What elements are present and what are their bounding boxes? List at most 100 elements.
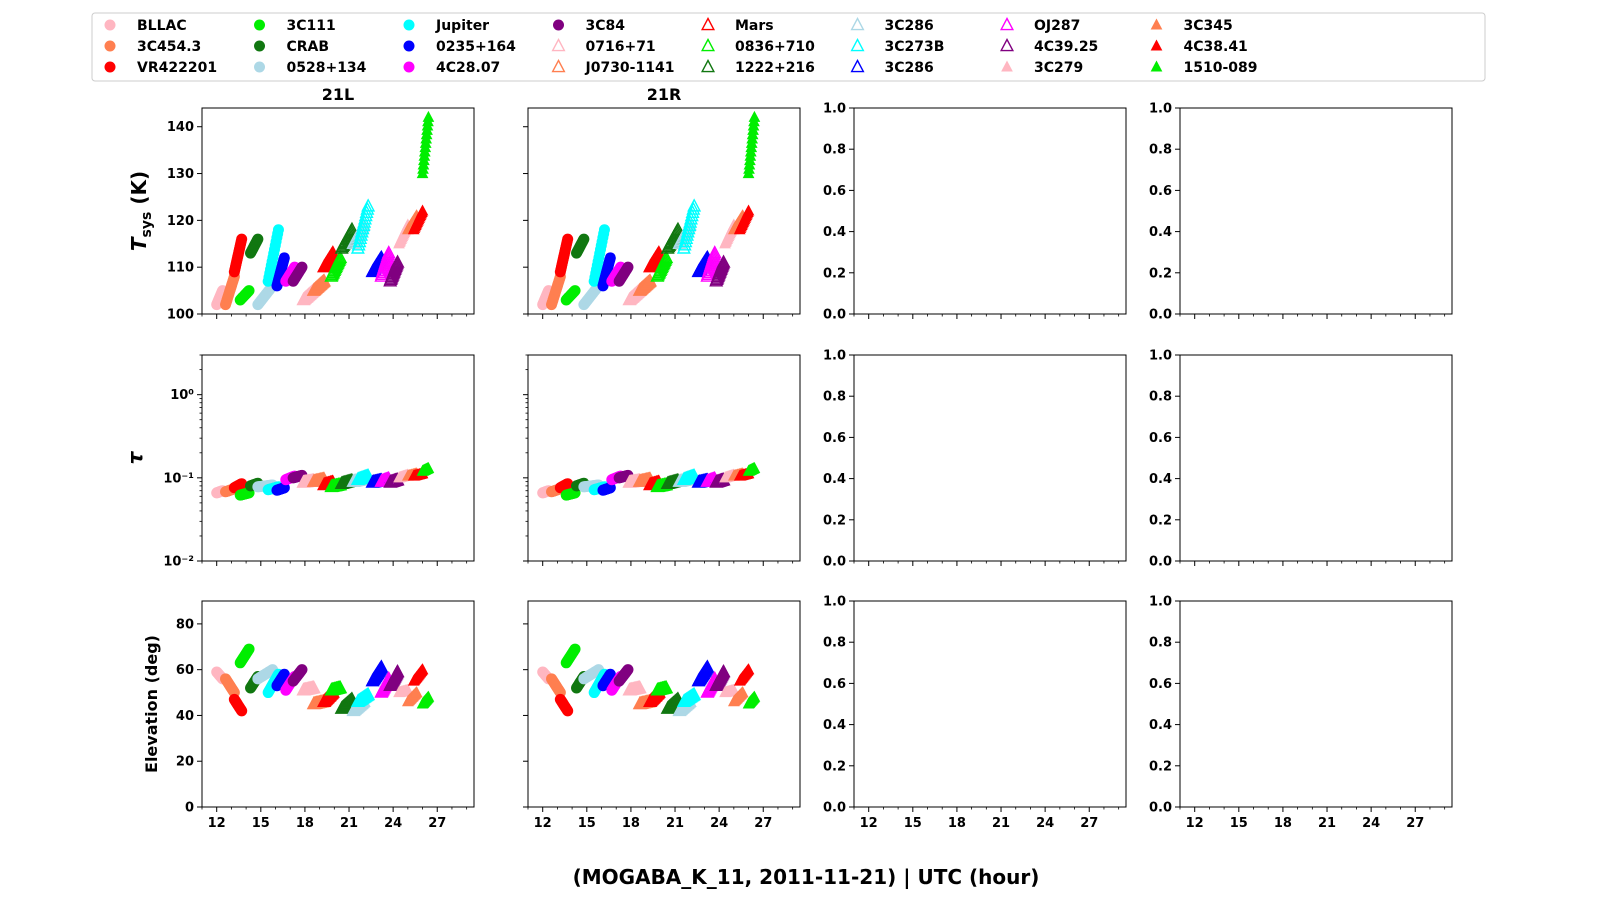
x-tick-label: 15 <box>904 816 922 831</box>
data-point <box>562 233 574 245</box>
scan-points <box>537 461 761 501</box>
data-point <box>252 233 264 245</box>
data-point <box>333 249 348 264</box>
legend-label: 4C28.07 <box>436 60 500 76</box>
legend-label: Jupiter <box>435 18 489 34</box>
y-tick-label: 1.0 <box>823 349 846 364</box>
data-point <box>422 461 435 473</box>
legend-entry: 3C286 <box>850 17 934 34</box>
data-point <box>681 221 696 235</box>
y-ticks <box>523 126 528 315</box>
x-ticks <box>1179 561 1446 566</box>
legend-entry: VR422201 <box>104 60 217 76</box>
legend-entry: 0716+71 <box>551 38 656 55</box>
legend-label: Mars <box>735 18 774 34</box>
legend-entry: 4C38.41 <box>1150 39 1248 55</box>
legend-marker <box>104 61 116 73</box>
y-tick-label: 1.0 <box>823 102 846 117</box>
y-tick-label: 0.8 <box>1149 390 1172 405</box>
ylabel-elevation: Elevation (deg) <box>142 635 161 773</box>
data-point <box>716 254 731 268</box>
data-point <box>278 252 290 264</box>
ylabel-tsys: Tsys (K) <box>127 171 155 251</box>
legend-entry: 3C84 <box>553 18 625 34</box>
panel-r1-c3: 0.0 0.2 0.4 0.6 0.8 1.0 <box>1149 349 1453 570</box>
data-point <box>236 478 248 490</box>
y-ticks <box>523 623 528 808</box>
data-point <box>604 668 616 680</box>
x-axis-label: (MOGABA_K_11, 2011-11-21) | UTC (hour) <box>573 865 1040 889</box>
legend-label: CRAB <box>287 39 330 55</box>
x-tick-label: 15 <box>252 816 270 831</box>
legend-marker <box>551 59 566 73</box>
y-tick-label: 10⁻¹ <box>163 471 194 486</box>
legend-marker <box>700 59 716 73</box>
data-point <box>422 110 435 122</box>
y-tick-label: 110 <box>167 261 194 276</box>
y-ticks: 10⁻² 10⁻¹ 10⁰ <box>163 354 202 570</box>
x-tick-label: 21 <box>666 816 684 831</box>
data-point <box>236 233 248 245</box>
data-point <box>243 643 255 655</box>
y-tick-label: 10⁻² <box>163 555 194 570</box>
legend-entry: Jupiter <box>403 18 489 34</box>
y-tick-label: 120 <box>167 214 194 229</box>
legend-label: 0528+134 <box>287 60 367 76</box>
legend-label: 3C279 <box>1034 60 1083 76</box>
ylabel-tsys-main: T <box>127 236 151 251</box>
y-tick-label: 80 <box>176 617 194 632</box>
data-point <box>736 686 749 698</box>
legend-label: 3C454.3 <box>137 39 201 55</box>
y-tick-label: 0.4 <box>1149 225 1172 240</box>
data-point <box>683 214 698 228</box>
data-point <box>727 683 740 695</box>
data-point <box>670 221 685 235</box>
legend-label: VR422201 <box>137 60 217 76</box>
legend-label: 4C39.25 <box>1034 39 1098 55</box>
legend-label: 3C84 <box>586 18 626 34</box>
panel-r0-c0: 100 110 120 130 140 <box>167 107 475 323</box>
legend-marker <box>999 17 1015 31</box>
legend-marker <box>254 19 265 31</box>
y-tick-label: 0 <box>185 801 194 816</box>
data-point <box>352 233 367 248</box>
x-tick-label: 18 <box>1274 816 1292 831</box>
axes-frame <box>527 354 801 562</box>
panel-r2-c3: 12 15 18 21 24 27 0.0 0.2 0.4 0.6 0.8 1.0 <box>1149 595 1453 831</box>
legend-entry: OJ287 <box>999 17 1080 34</box>
y-tick-label: 0.0 <box>823 308 846 323</box>
data-point <box>598 224 610 236</box>
y-tick-label: 1.0 <box>1149 102 1172 117</box>
data-point <box>236 705 248 717</box>
axes-frame <box>1179 107 1453 315</box>
y-tick-label: 0.6 <box>823 431 846 446</box>
scan-points <box>211 110 435 311</box>
legend-entry: BLLAC <box>104 18 187 34</box>
panel-r0-c2: 0.0 0.2 0.4 0.6 0.8 1.0 <box>823 102 1127 323</box>
panel-r0-c1 <box>523 107 801 319</box>
x-ticks <box>1179 314 1446 319</box>
data-point <box>361 468 376 482</box>
legend-entry: 0528+134 <box>254 60 367 76</box>
y-tick-label: 0.8 <box>823 636 846 651</box>
data-point <box>361 198 376 212</box>
legend-marker <box>850 59 865 73</box>
x-ticks: 12 15 18 21 24 27 <box>1179 807 1446 831</box>
legend-marker <box>700 38 716 52</box>
data-point <box>569 643 581 655</box>
x-ticks <box>201 561 468 566</box>
y-ticks: 0.0 0.2 0.4 0.6 0.8 1.0 <box>823 349 854 570</box>
legend-label: 3C345 <box>1184 18 1233 34</box>
axes-frame <box>853 354 1127 562</box>
data-point <box>680 227 695 241</box>
data-point <box>684 208 699 222</box>
ylabel-tsys-sub: sys <box>139 212 155 238</box>
data-point <box>344 221 359 235</box>
x-tick-label: 27 <box>754 816 772 831</box>
y-ticks: 0.0 0.2 0.4 0.6 0.8 1.0 <box>1149 349 1180 570</box>
data-point <box>272 224 284 236</box>
x-tick-label: 24 <box>710 816 728 831</box>
x-ticks <box>201 314 468 319</box>
x-tick-label: 21 <box>340 816 358 831</box>
